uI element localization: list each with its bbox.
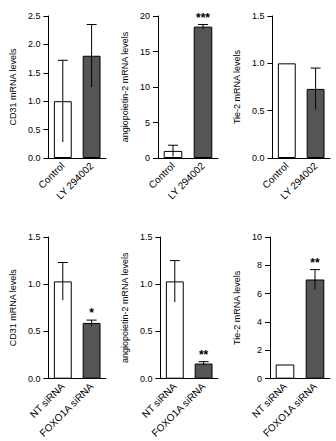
svg-text:10: 10 (252, 232, 262, 242)
svg-text:4: 4 (257, 316, 262, 326)
svg-text:*: * (89, 306, 94, 320)
svg-text:6: 6 (257, 288, 262, 298)
svg-text:8: 8 (257, 260, 262, 270)
svg-text:LY 294002: LY 294002 (278, 160, 320, 202)
svg-text:angiopoietin-2 mRNA levels: angiopoietin-2 mRNA levels (120, 31, 130, 142)
svg-text:1.0: 1.0 (28, 96, 41, 106)
svg-text:15: 15 (140, 47, 150, 57)
svg-text:0.0: 0.0 (252, 153, 265, 163)
svg-text:0.0: 0.0 (28, 153, 41, 163)
svg-text:FOXO1A siRNA: FOXO1A siRNA (149, 380, 207, 438)
svg-text:NT siRNA: NT siRNA (139, 380, 179, 420)
svg-text:1.0: 1.0 (252, 58, 265, 68)
svg-text:FOXO1A siRNA: FOXO1A siRNA (261, 380, 319, 438)
svg-text:***: *** (196, 11, 210, 25)
svg-text:1.5: 1.5 (28, 232, 41, 242)
svg-text:1.0: 1.0 (140, 279, 153, 289)
svg-text:0.5: 0.5 (28, 125, 41, 135)
svg-text:0.0: 0.0 (28, 373, 41, 383)
svg-text:2.5: 2.5 (28, 11, 41, 21)
svg-text:CD31 mRNA levels: CD31 mRNA levels (8, 48, 18, 126)
svg-text:1.0: 1.0 (28, 279, 41, 289)
svg-text:0.5: 0.5 (140, 326, 153, 336)
svg-text:0.5: 0.5 (252, 106, 265, 116)
svg-text:NT siRNA: NT siRNA (27, 380, 67, 420)
svg-text:1.5: 1.5 (140, 232, 153, 242)
svg-text:0: 0 (257, 373, 262, 383)
svg-text:Control: Control (146, 160, 177, 191)
svg-text:1.5: 1.5 (28, 68, 41, 78)
svg-text:angiopoietin-2 mRNA levels: angiopoietin-2 mRNA levels (120, 252, 130, 363)
svg-text:NT siRNA: NT siRNA (249, 380, 289, 420)
svg-text:LY 294002: LY 294002 (54, 160, 96, 202)
svg-text:Tie-2 mRNA levels: Tie-2 mRNA levels (232, 270, 242, 345)
svg-text:CD31 mRNA levels: CD31 mRNA levels (8, 268, 18, 346)
svg-text:FOXO1A siRNA: FOXO1A siRNA (37, 380, 95, 438)
svg-text:10: 10 (140, 82, 150, 92)
svg-text:5: 5 (145, 118, 150, 128)
svg-text:**: ** (199, 347, 209, 361)
svg-text:2.0: 2.0 (28, 39, 41, 49)
svg-text:Tie-2 mRNA levels: Tie-2 mRNA levels (232, 49, 242, 124)
svg-text:LY 294002: LY 294002 (166, 160, 208, 202)
svg-text:0.5: 0.5 (28, 326, 41, 336)
svg-text:20: 20 (140, 11, 150, 21)
svg-text:0: 0 (145, 153, 150, 163)
svg-text:0.0: 0.0 (140, 373, 153, 383)
svg-text:1.5: 1.5 (252, 11, 265, 21)
svg-text:Control: Control (36, 160, 67, 191)
svg-text:2: 2 (257, 345, 262, 355)
svg-text:**: ** (310, 255, 320, 269)
svg-text:Control: Control (260, 160, 291, 191)
